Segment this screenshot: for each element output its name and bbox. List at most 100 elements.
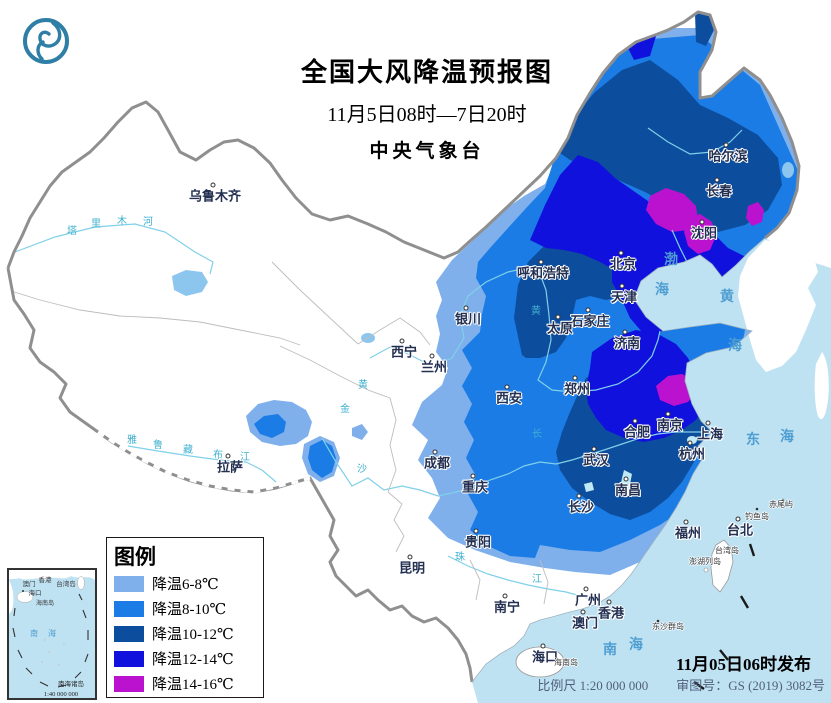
city-label: 石家庄 <box>570 313 610 329</box>
city-label: 南宁 <box>493 599 521 615</box>
legend-item: 降温14-16℃ <box>114 671 263 696</box>
city-dot <box>407 554 413 560</box>
river-label: 藏 <box>183 445 193 456</box>
sea-label: 东 <box>746 433 760 448</box>
city-dot <box>632 418 638 424</box>
city-dot <box>502 593 508 599</box>
inset-islets <box>36 629 65 666</box>
island-label: 东沙群岛 <box>652 622 684 631</box>
city-dot <box>723 142 729 148</box>
river-label: 布 <box>213 450 223 461</box>
city-dot <box>473 528 479 534</box>
city-dot <box>665 411 671 417</box>
lake <box>172 270 208 296</box>
legend-swatch <box>114 650 144 667</box>
sea-label: 黄 <box>720 290 734 305</box>
legend-label: 降温6-8℃ <box>152 577 219 593</box>
river-label: 木 <box>117 216 127 227</box>
city-label: 香港 <box>597 605 625 621</box>
inset-haikou-dot <box>22 590 24 592</box>
coastline <box>471 237 766 683</box>
inset-hainan <box>16 591 34 603</box>
city-label: 济南 <box>613 335 641 351</box>
river-label: 里 <box>91 219 101 230</box>
city-label: 广州 <box>574 592 602 608</box>
city-label: 台北 <box>726 522 754 538</box>
inset-land <box>9 570 95 580</box>
river-label: 江 <box>240 452 250 463</box>
agency-name: 中央气象台 <box>369 141 485 162</box>
publish-time: 11月05日06时发布 <box>675 655 811 674</box>
inset-label-taiwan: 台湾岛 <box>56 579 76 588</box>
river-label: 黄 <box>531 306 541 317</box>
lake <box>782 162 794 178</box>
city-label: 贵阳 <box>464 534 492 550</box>
chiwei-islet <box>781 498 785 502</box>
city-label: 昆明 <box>398 560 426 576</box>
legend-title: 图例 <box>114 545 156 569</box>
inset-map: 澳门 香港 台湾岛 海口 海南岛 南 海 南海诸岛 1:40 000 000 <box>9 570 95 698</box>
inset-taiwan <box>77 576 85 590</box>
city-dot <box>735 516 741 522</box>
inset-label-hongkong: 香港 <box>39 575 53 584</box>
city-dot <box>576 493 582 499</box>
city-dot <box>699 219 705 225</box>
city-dot <box>583 586 589 592</box>
city-dot <box>591 446 597 452</box>
river-label: 河 <box>143 217 153 228</box>
city-dot <box>432 449 438 455</box>
sea-label: 南 <box>603 643 617 658</box>
sea-label: 渤 <box>664 253 678 268</box>
page-title: 全国大风降温预报图 <box>300 58 553 87</box>
city-dot <box>504 384 510 390</box>
zone-10-12 <box>553 60 782 232</box>
inset-label-hainan: 海南岛 <box>36 599 54 607</box>
city-label: 合肥 <box>623 424 651 440</box>
legend-swatch <box>114 625 144 642</box>
river-label: 沙 <box>357 464 367 475</box>
nine-dash-line <box>693 543 756 690</box>
legend-item: 降温6-8℃ <box>114 571 263 596</box>
river-label: 雅 <box>127 435 137 446</box>
city-label: 海口 <box>531 649 559 665</box>
scale-text: 比例尺 1:20 000 000 <box>537 678 649 693</box>
river-label: 塔 <box>67 226 77 237</box>
city-dot <box>585 307 591 313</box>
sea-label: 海 <box>780 430 794 445</box>
city-dot <box>210 182 216 188</box>
legend: 图例 降温6-8℃ 降温8-10℃ 降温10-12℃ 降温12-14℃ 降温14-16℃ <box>106 537 264 698</box>
legend-item: 降温8-10℃ <box>114 596 263 621</box>
city-dot <box>463 305 469 311</box>
city-dot <box>429 353 435 359</box>
city-label: 呼和浩特 <box>516 265 570 281</box>
city-label: 长春 <box>705 183 733 199</box>
penghu-islands <box>703 567 709 573</box>
legend-swatch <box>114 675 144 692</box>
city-dot <box>540 643 546 649</box>
city-label: 郑州 <box>563 381 591 397</box>
sea-label: 海 <box>655 283 669 298</box>
inset-label-islands: 南海诸岛 <box>58 679 84 688</box>
inset-label-haikou: 海口 <box>29 588 42 597</box>
sea-label: 海 <box>728 339 742 354</box>
city-dot <box>225 453 231 459</box>
inset-label-sea: 南 海 <box>30 628 60 638</box>
city-label: 西安 <box>495 390 523 406</box>
city-label: 沈阳 <box>690 225 718 241</box>
city-label: 太原 <box>546 320 574 336</box>
city-dot <box>470 473 476 479</box>
inset-land <box>9 580 14 614</box>
legend-swatch <box>114 600 144 617</box>
city-label: 兰州 <box>420 359 448 375</box>
japan-landmass <box>814 352 829 420</box>
city-dot <box>619 283 625 289</box>
province-borders <box>8 261 549 605</box>
city-dot <box>623 476 629 482</box>
island-label: 赤尾屿 <box>769 500 793 509</box>
zone-10-12 <box>695 12 714 46</box>
national-border <box>6 10 801 683</box>
lake <box>584 482 594 492</box>
river-label: 珠 <box>455 552 465 563</box>
